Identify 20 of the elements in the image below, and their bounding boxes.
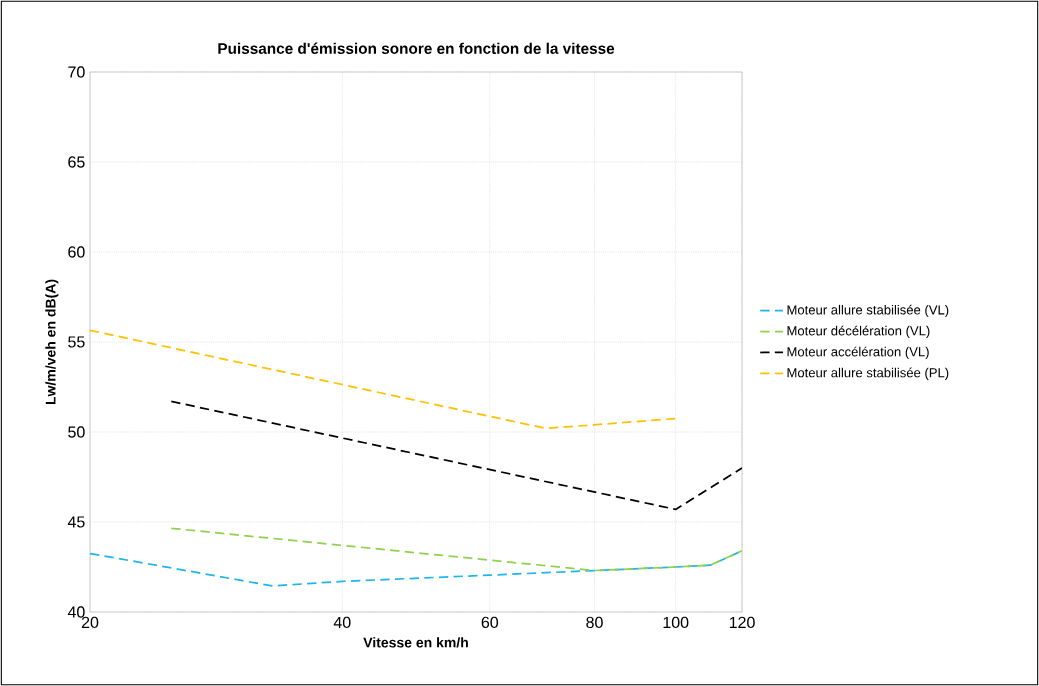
y-axis-title: Lw/m/veh en dB(A): [45, 279, 59, 405]
y-tick-label: 60: [68, 246, 85, 258]
legend-label: Moteur allure stabilisée (PL): [787, 367, 949, 380]
y-tick-label: 70: [68, 66, 85, 78]
x-tick-label: 40: [333, 616, 351, 629]
x-tick-label: 60: [481, 616, 499, 629]
y-tick-label: 40: [67, 606, 85, 618]
legend-label: Moteur allure stabilisée (VL): [787, 304, 949, 318]
x-tick-label: 20: [81, 616, 99, 629]
legend-label: Moteur accélération (VL): [787, 346, 929, 359]
x-tick-label: 120: [729, 616, 755, 629]
x-axis-title: Vitesse en km/h: [363, 637, 468, 648]
y-tick-label: 65: [68, 156, 85, 168]
y-tick-label: 50: [68, 426, 85, 438]
x-tick-label: 80: [586, 616, 603, 629]
x-tick-label: 100: [663, 616, 689, 629]
legend-label: Moteur décélération (VL): [787, 325, 930, 339]
y-tick-label: 55: [68, 336, 85, 348]
y-tick-label: 45: [67, 516, 85, 528]
chart-title: Puissance d'émission sonore en fonction de la vitesse: [218, 42, 615, 54]
